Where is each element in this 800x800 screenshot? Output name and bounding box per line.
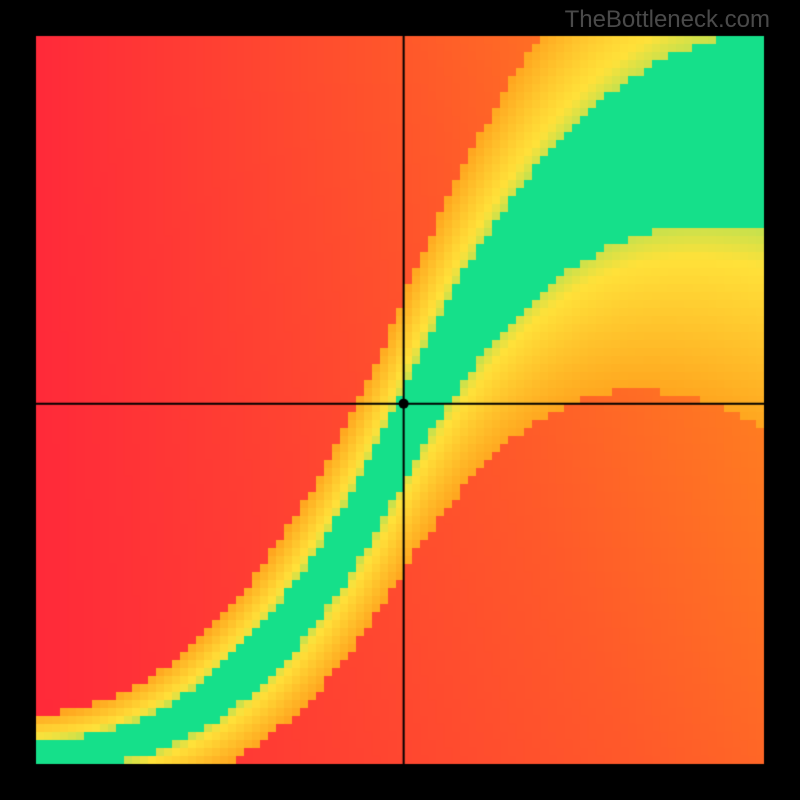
chart-container: TheBottleneck.com <box>0 0 800 800</box>
heatmap-canvas <box>0 0 800 800</box>
watermark-text: TheBottleneck.com <box>565 6 770 34</box>
